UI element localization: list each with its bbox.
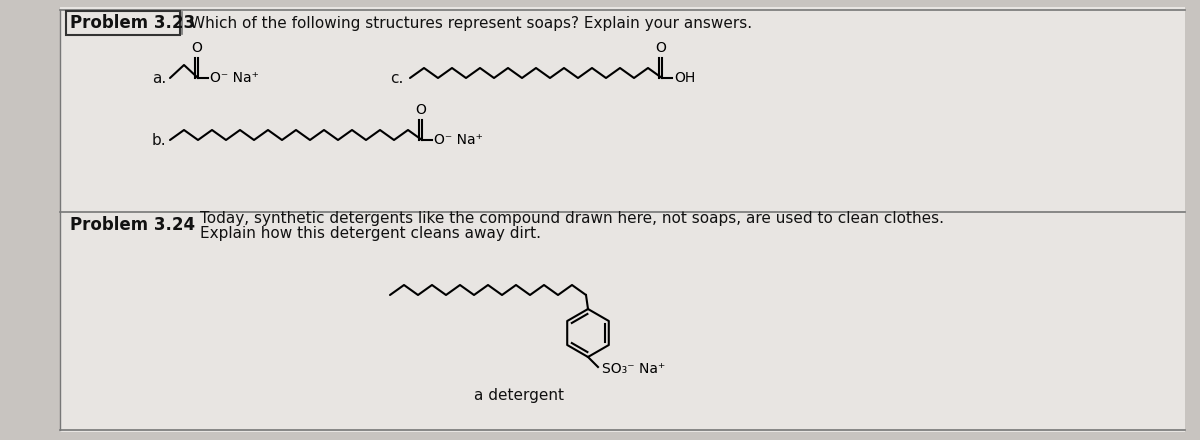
Text: O⁻ Na⁺: O⁻ Na⁺ [210, 71, 259, 85]
Text: OH: OH [674, 71, 695, 85]
Text: Problem 3.24: Problem 3.24 [70, 216, 196, 234]
Text: SO₃⁻ Na⁺: SO₃⁻ Na⁺ [602, 362, 665, 376]
Text: a detergent: a detergent [474, 388, 564, 403]
FancyBboxPatch shape [66, 11, 180, 35]
Text: Problem 3.23: Problem 3.23 [70, 14, 196, 32]
Text: Explain how this detergent cleans away dirt.: Explain how this detergent cleans away d… [200, 225, 541, 241]
Text: c.: c. [390, 70, 403, 85]
Text: O⁻ Na⁺: O⁻ Na⁺ [434, 133, 482, 147]
Text: O: O [415, 103, 426, 117]
Text: a.: a. [152, 70, 167, 85]
Text: Which of the following structures represent soaps? Explain your answers.: Which of the following structures repres… [190, 15, 752, 30]
FancyBboxPatch shape [60, 7, 1186, 432]
Text: O: O [191, 41, 202, 55]
Text: b.: b. [152, 132, 167, 147]
Text: Today, synthetic detergents like the compound drawn here, not soaps, are used to: Today, synthetic detergents like the com… [200, 210, 944, 225]
Text: O: O [655, 41, 666, 55]
